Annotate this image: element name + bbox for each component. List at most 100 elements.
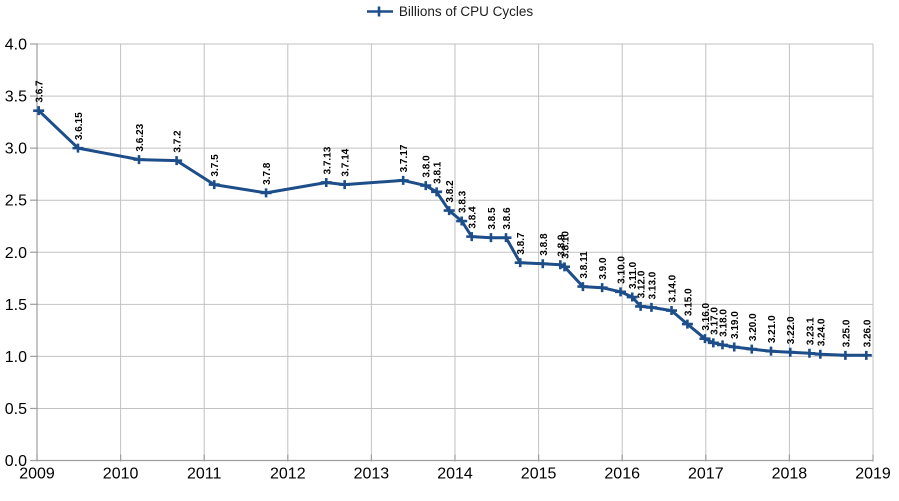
data-point-marker [514,258,526,268]
data-point-label: 3.24.0 [816,318,827,346]
data-point-marker [814,349,826,359]
data-point-marker [577,282,589,292]
data-point-label: 3.8.9 [556,234,567,257]
data-point-marker [765,346,777,356]
y-tick-label: 1.5 [5,297,27,314]
data-point-label: 3.8.11 [579,251,590,279]
data-point-label: 3.7.17 [399,144,410,172]
data-point-label: 3.8.5 [487,207,498,230]
data-point-marker [626,292,638,302]
data-point-marker [339,180,351,190]
data-point-label: 3.7.14 [341,148,352,176]
data-point-marker [839,350,851,360]
data-point-marker [466,232,478,242]
data-point-marker [456,216,468,226]
data-point-marker [431,187,443,197]
data-line [37,109,868,357]
data-point-marker [537,259,549,269]
x-tick-label: 2018 [772,466,808,483]
data-point-marker [784,347,796,357]
x-tick-label: 2009 [19,466,55,483]
data-point-marker [681,319,693,329]
data-point-marker [420,181,432,191]
data-point-label: 3.7.8 [262,162,273,185]
x-tick-label: 2011 [187,466,222,483]
data-point-label: 3.6.7 [35,80,46,103]
data-point-marker [645,302,657,312]
data-point-label: 3.8.2 [445,180,456,203]
data-point-label: 3.8.1 [433,161,444,184]
x-tick-label: 2017 [688,466,724,483]
data-point-label: 3.6.15 [74,112,85,140]
x-tick-label: 2019 [855,466,891,483]
y-tick-label: 3.5 [5,89,27,106]
data-point-marker [717,340,729,350]
x-tick-label: 2012 [270,466,306,483]
data-point-label: 3.7.13 [322,146,333,174]
data-point-marker [699,334,711,344]
data-point-label: 3.19.0 [730,311,741,339]
data-point-label: 3.9.0 [598,257,609,280]
y-tick-label: 0.5 [5,401,27,418]
data-point-marker [397,175,409,185]
data-point-marker [133,155,145,165]
data-point-label: 3.12.0 [637,270,648,298]
data-point-marker [596,283,608,293]
data-point-label: 3.22.0 [786,316,797,344]
data-point-marker [707,338,719,348]
data-point-marker [208,180,220,190]
data-point-marker [320,177,332,187]
y-tick-label: 1.0 [5,349,27,366]
data-point-label: 3.8.7 [516,232,527,255]
data-point-marker [33,106,45,116]
data-point-marker [635,301,647,311]
x-tick-label: 2016 [604,466,640,483]
data-point-marker [72,143,84,153]
data-point-label: 3.18.0 [719,309,730,337]
data-point-marker [559,262,571,272]
data-point-label: 3.14.0 [668,274,679,302]
data-point-marker [500,233,512,243]
data-point-label: 3.13.0 [647,271,658,299]
y-tick-label: 3.0 [5,141,27,158]
x-tick-label: 2010 [103,466,139,483]
data-point-label: 3.8.0 [422,155,433,178]
data-point-marker [485,233,497,243]
data-point-marker [746,344,758,354]
data-point-marker [728,342,740,352]
data-point-marker [860,350,872,360]
data-point-label: 3.10.0 [617,256,628,284]
data-point-label: 3.7.5 [210,154,221,177]
data-point-label: 3.17.0 [709,307,720,335]
data-point-label: 3.23.1 [805,317,816,345]
data-point-marker [615,287,627,297]
data-point-marker [171,156,183,166]
x-tick-label: 2014 [437,466,473,483]
y-tick-label: 0.0 [5,453,27,470]
data-point-label: 3.11.0 [628,261,639,289]
x-tick-label: 2013 [354,466,390,483]
data-point-marker [803,348,815,358]
data-point-label: 3.7.2 [173,130,184,153]
data-point-label: 3.8.4 [468,206,479,229]
y-tick-label: 4.0 [5,37,27,54]
data-point-marker [260,188,272,198]
data-point-label: 3.8.10 [561,231,572,259]
data-point-label: 3.15.0 [683,288,694,316]
data-point-label: 3.25.0 [841,319,852,347]
data-point-label: 3.8.3 [458,190,469,213]
data-point-label: 3.21.0 [767,315,778,343]
data-point-marker [666,306,678,316]
y-tick-label: 2.5 [5,193,27,210]
data-point-label: 3.26.0 [862,319,873,347]
y-tick-label: 2.0 [5,245,27,262]
data-point-label: 3.8.8 [539,233,550,256]
data-point-marker [443,206,455,216]
data-point-label: 3.16.0 [701,302,712,330]
data-point-label: 3.6.23 [135,123,146,151]
x-tick-label: 2015 [521,466,557,483]
data-point-label: 3.8.6 [502,207,513,230]
data-point-label: 3.20.0 [748,313,759,341]
